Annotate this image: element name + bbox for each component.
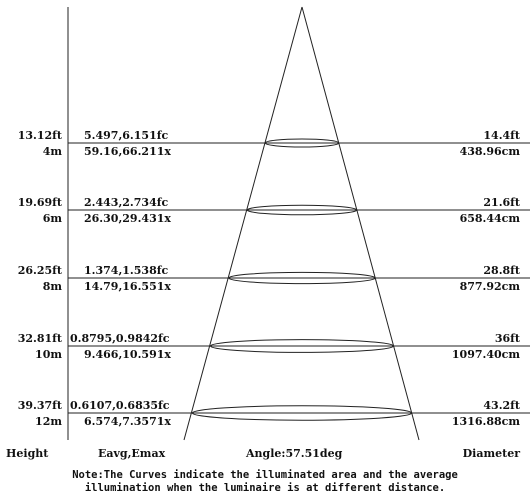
illuminance-lx-label: 26.30,29.431x — [84, 212, 171, 225]
note-line-1: Note:The Curves indicate the illuminated… — [72, 469, 458, 481]
diameter-cm-label: 438.96cm — [459, 145, 520, 158]
diameter-ft-label: 21.6ft — [483, 196, 520, 209]
height-ft-label: 32.81ft — [17, 332, 62, 345]
illuminance-fc-label: 2.443,2.734fc — [84, 196, 169, 209]
height-ft-label: 19.69ft — [17, 196, 62, 209]
illuminated-area-ellipse — [191, 405, 413, 421]
height-ft-label: 13.12ft — [17, 129, 62, 142]
illuminance-column-label: Eavg,Emax — [98, 447, 166, 460]
height-column-label: Height — [6, 447, 49, 460]
diameter-cm-label: 1316.88cm — [451, 415, 520, 428]
diameter-column-label: Diameter — [462, 447, 520, 460]
height-m-label: 12m — [35, 415, 62, 428]
illuminated-area-ellipse — [228, 271, 376, 285]
illuminated-area-ellipse — [264, 138, 340, 148]
height-m-label: 10m — [35, 348, 62, 361]
illuminance-lx-label: 59.16,66.211x — [84, 145, 171, 158]
illuminance-fc-label: 0.6107,0.6835fc — [70, 399, 170, 412]
illuminance-fc-label: 0.8795,0.9842fc — [70, 332, 170, 345]
diameter-ft-label: 36ft — [494, 332, 520, 345]
illuminated-area-ellipse — [246, 204, 358, 216]
diameter-ft-label: 43.2ft — [483, 399, 520, 412]
illuminance-lx-label: 9.466,10.591x — [84, 348, 171, 361]
height-m-label: 4m — [42, 145, 62, 158]
illuminance-fc-label: 5.497,6.151fc — [84, 129, 169, 142]
illuminance-lx-label: 14.79,16.551x — [84, 280, 171, 293]
beam-cone-left-edge — [183, 6, 303, 441]
illuminated-area-ellipse — [209, 339, 395, 353]
diameter-ft-label: 28.8ft — [483, 264, 520, 277]
diameter-cm-label: 1097.40cm — [451, 348, 520, 361]
diameter-cm-label: 658.44cm — [459, 212, 520, 225]
illuminance-lx-label: 6.574,7.3571x — [84, 415, 171, 428]
height-ft-label: 39.37ft — [17, 399, 62, 412]
diameter-cm-label: 877.92cm — [459, 280, 520, 293]
height-m-label: 6m — [42, 212, 62, 225]
illuminance-fc-label: 1.374,1.538fc — [84, 264, 169, 277]
note-line-2: illumination when the luminaire is at di… — [84, 482, 446, 494]
beam-angle-label: Angle:57.51deg — [246, 447, 343, 460]
diameter-ft-label: 14.4ft — [483, 129, 520, 142]
height-ft-label: 26.25ft — [17, 264, 62, 277]
height-m-label: 8m — [42, 280, 62, 293]
beam-cone-right-edge — [301, 6, 420, 441]
